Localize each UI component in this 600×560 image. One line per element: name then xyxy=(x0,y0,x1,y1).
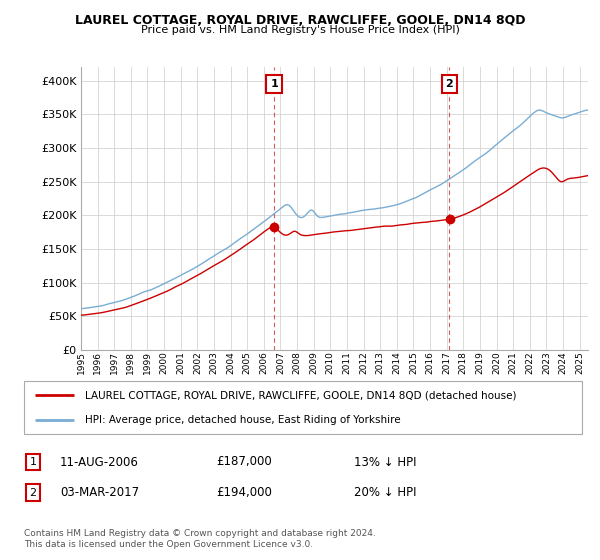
Text: 2: 2 xyxy=(446,79,454,89)
Text: 1: 1 xyxy=(270,79,278,89)
Text: 2: 2 xyxy=(29,488,37,498)
Text: HPI: Average price, detached house, East Riding of Yorkshire: HPI: Average price, detached house, East… xyxy=(85,414,401,424)
Text: Price paid vs. HM Land Registry's House Price Index (HPI): Price paid vs. HM Land Registry's House … xyxy=(140,25,460,35)
Text: LAUREL COTTAGE, ROYAL DRIVE, RAWCLIFFE, GOOLE, DN14 8QD (detached house): LAUREL COTTAGE, ROYAL DRIVE, RAWCLIFFE, … xyxy=(85,390,517,400)
Text: Contains HM Land Registry data © Crown copyright and database right 2024.
This d: Contains HM Land Registry data © Crown c… xyxy=(24,529,376,549)
FancyBboxPatch shape xyxy=(24,381,582,434)
Text: LAUREL COTTAGE, ROYAL DRIVE, RAWCLIFFE, GOOLE, DN14 8QD: LAUREL COTTAGE, ROYAL DRIVE, RAWCLIFFE, … xyxy=(75,14,525,27)
Text: £187,000: £187,000 xyxy=(216,455,272,469)
Text: 13% ↓ HPI: 13% ↓ HPI xyxy=(354,455,416,469)
Text: £194,000: £194,000 xyxy=(216,486,272,500)
Text: 1: 1 xyxy=(29,457,37,467)
Text: 03-MAR-2017: 03-MAR-2017 xyxy=(60,486,139,500)
Text: 20% ↓ HPI: 20% ↓ HPI xyxy=(354,486,416,500)
Text: 11-AUG-2006: 11-AUG-2006 xyxy=(60,455,139,469)
